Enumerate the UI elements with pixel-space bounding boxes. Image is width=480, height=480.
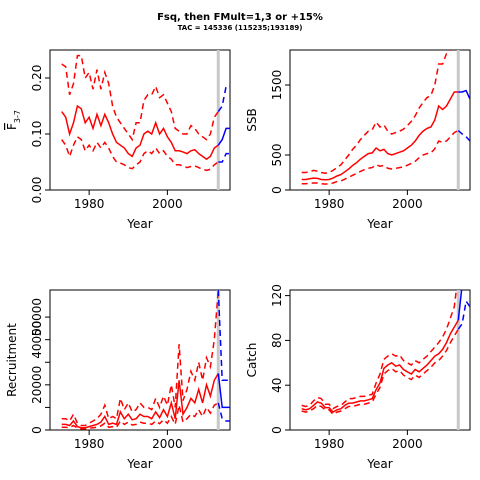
y-tick-label: 0 [30,426,44,434]
x-tick-label: 2000 [152,197,183,211]
y-tick-label: 40 [270,378,284,393]
panel-fbar: 1980 2000 0.00 0.10 0.20 Year F3-7 [5,49,231,231]
x-tick-label: 1980 [74,197,105,211]
panel-catch: 1980 2000 0 40 80 120 Year Catch [245,206,471,471]
forecast-lower-line [457,129,470,142]
historic-lower-line [301,328,459,416]
y-tick-label: 500 [270,144,284,167]
forecast-upper-line [217,85,230,113]
y-axis-label: Recruitment [5,323,19,397]
historic-median-line [61,104,219,161]
x-tick-label: 1980 [314,437,345,451]
x-axis-label: Year [126,217,152,231]
y-tick-label: 120 [270,284,284,307]
y-tick-label: 20000 [30,366,44,404]
forecast-lower-line [217,402,230,422]
y-axis-label: SSB [245,108,259,131]
y-tick-label: 1500 [270,70,284,101]
x-tick-label: 2000 [392,197,423,211]
y-tick-label: 40000 [30,321,44,359]
series-group [61,54,230,172]
figure-title: Fsq, then FMult=1,3 or +15% [157,12,323,23]
historic-lower-line [301,129,459,185]
x-tick-label: 2000 [152,437,183,451]
x-tick-label: 2000 [392,437,423,451]
x-tick-label: 1980 [74,437,105,451]
y-tick-label: 0.20 [30,65,44,92]
plot-frame [49,49,231,191]
y-tick-label: 0.00 [30,177,44,204]
forecast-upper-line [217,290,230,382]
y-tick-label: 80 [270,333,284,348]
plot-frame [289,49,471,191]
series-group [301,206,470,416]
historic-upper-line [301,50,452,174]
historic-lower-line [61,135,219,172]
plot-frame [289,289,471,431]
figure-subtitle: TAC = 145336 (115235;193189) [178,24,303,32]
panel-ssb: 1980 2000 0 500 1500 Year SSB [245,49,471,231]
historic-median-line [61,373,219,429]
forecast-median-line [217,373,230,409]
historic-upper-line [61,290,220,427]
historic-upper-line [61,54,219,142]
forecast-lower-line [218,152,230,163]
forecast-median-line [458,89,470,100]
forecast-upper-line [458,206,470,273]
forecast-median-line [217,127,230,146]
y-axis-label: F3-7 [5,110,22,130]
y-tick-label: 0.10 [30,121,44,148]
x-tick-label: 1980 [314,197,345,211]
historic-upper-line [301,290,458,410]
x-axis-label: Year [126,457,152,471]
forecast-lower-line [457,299,470,330]
plot-frame [49,289,231,431]
forecast-upper-line [469,50,470,51]
y-tick-label: 0 [270,186,284,194]
forecast-median-line [457,290,463,321]
y-tick-label: 0 [270,426,284,434]
series-group [61,290,230,430]
x-axis-label: Year [366,457,392,471]
series-group [301,50,470,185]
y-axis-label: Catch [245,343,259,378]
y-tick-label: 50000 [30,298,44,336]
historic-median-line [301,319,459,414]
x-axis-label: Year [366,217,392,231]
historic-median-line [301,91,459,181]
